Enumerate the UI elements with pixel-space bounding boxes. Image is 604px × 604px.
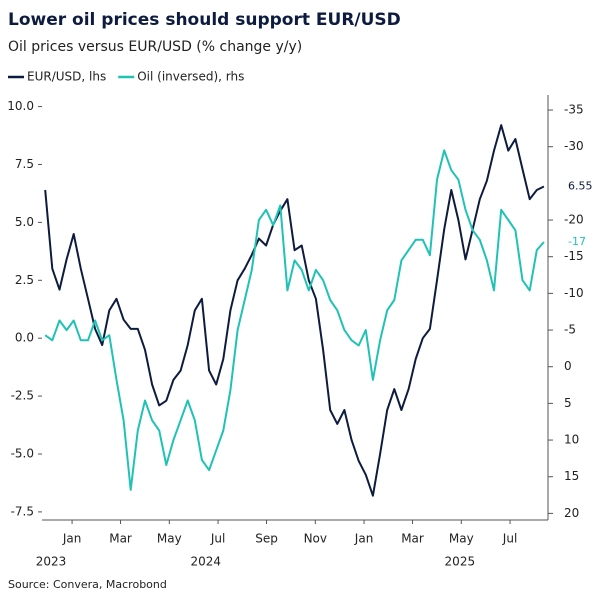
year-label: 2025 (445, 555, 476, 569)
x-tick-label: Mar (109, 532, 132, 546)
y-tick-label: 2.5 (15, 273, 34, 287)
y-tick-label: 7.5 (15, 157, 34, 171)
y-tick-label: 5.0 (15, 215, 34, 229)
source: Source: Convera, Macrobond (8, 578, 167, 591)
y2-tick-label: 5 (564, 396, 572, 410)
x-tick-label: Jul (210, 532, 225, 546)
end-value-label: -17 (568, 235, 586, 248)
x-tick-label: May (157, 532, 182, 546)
y2-tick-label: 10 (564, 433, 579, 447)
y2-tick-label: -20 (564, 213, 584, 227)
y2-tick-label: -15 (564, 249, 584, 263)
y2-tick-label: -30 (564, 139, 584, 153)
y2-tick-label: 15 (564, 469, 579, 483)
y2-tick-label: 20 (564, 506, 579, 520)
y-tick-label: -7.5 (11, 504, 34, 518)
x-tick-label: Mar (401, 532, 424, 546)
x-tick-label: May (449, 532, 474, 546)
x-tick-label: Jan (62, 532, 82, 546)
legend-label: Oil (inversed), rhs (137, 70, 244, 84)
y2-tick-label: -5 (564, 323, 576, 337)
y-tick-label: 0.0 (15, 331, 34, 345)
x-tick-label: Jan (354, 532, 374, 546)
legend-label: EUR/USD, lhs (27, 70, 106, 84)
series-line (44, 149, 545, 491)
y2-tick-label: -10 (564, 286, 584, 300)
year-label: 2024 (191, 555, 222, 569)
year-label: 2023 (36, 555, 67, 569)
chart-title: Lower oil prices should support EUR/USD (8, 10, 401, 30)
y2-tick-label: -35 (564, 103, 584, 117)
y-tick-label: -2.5 (11, 389, 34, 403)
x-tick-label: Jul (502, 532, 517, 546)
y-tick-label: -5.0 (11, 446, 34, 460)
x-tick-label: Nov (304, 532, 327, 546)
chart-subtitle: Oil prices versus EUR/USD (% change y/y) (8, 39, 302, 55)
x-tick-label: Sep (255, 532, 278, 546)
end-value-label: 6.55 (568, 179, 593, 192)
y-tick-label: 10.0 (7, 99, 34, 113)
y2-tick-label: 0 (564, 359, 572, 373)
series-line (44, 124, 545, 497)
